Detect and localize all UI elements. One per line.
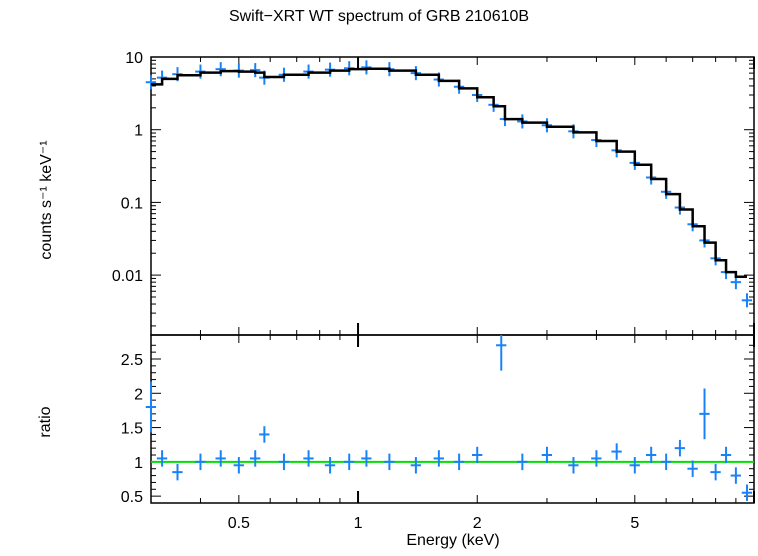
y-tick-label: 0.1 — [121, 195, 143, 212]
chart-title: Swift−XRT WT spectrum of GRB 210610B — [228, 8, 530, 25]
y-tick-label: 10 — [125, 50, 143, 67]
ratio-y-tick-label: 1 — [134, 455, 143, 472]
x-tick-label: 0.5 — [228, 515, 250, 532]
spectrum-model-line — [151, 67, 747, 278]
ratio-panel-frame — [150, 334, 755, 504]
spectrum-panel-frame — [150, 56, 755, 336]
ratio-y-tick-label: 2 — [134, 386, 143, 403]
ratio-y-tick-label: 2.5 — [121, 352, 143, 369]
y-tick-label: 0.01 — [112, 268, 143, 285]
x-tick-label: 1 — [354, 515, 363, 532]
x-tick-label: 5 — [630, 515, 639, 532]
ratio-y-tick-label: 0.5 — [121, 489, 143, 506]
ratio-y-tick-label: 1.5 — [121, 421, 143, 438]
y-tick-label: 1 — [134, 123, 143, 140]
x-axis-label: Energy (keV) — [406, 532, 500, 549]
x-tick-label: 2 — [473, 515, 482, 532]
